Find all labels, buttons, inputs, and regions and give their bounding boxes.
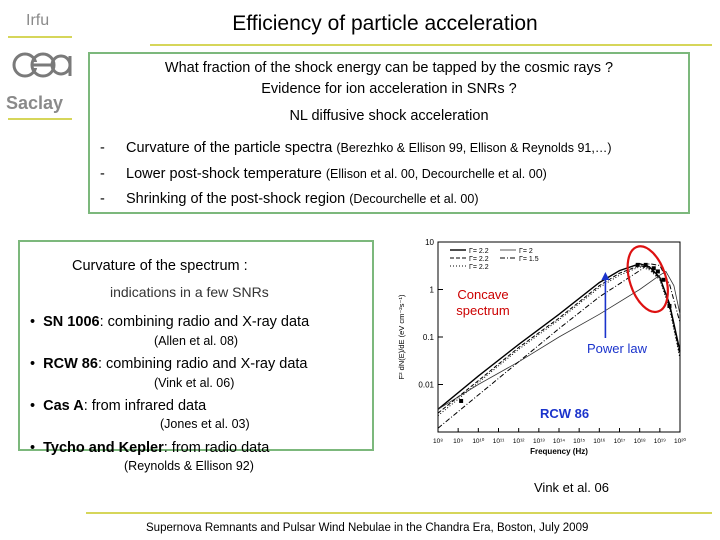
bullet-name: Tycho and Kepler <box>43 440 164 456</box>
arrow-head-icon <box>601 272 610 280</box>
bullet-text: : combining radio and X-ray data <box>99 314 310 330</box>
footer-divider <box>86 512 712 514</box>
bullet-marker: • <box>30 314 36 330</box>
spectrum-chart: 10 1 0.1 0.01 10⁸ 10⁹ 10¹⁰ 10¹¹ 10¹² 10¹³ 10¹⁴ 10¹⁵… <box>397 238 686 456</box>
data-point <box>667 303 672 308</box>
legend-label: Γ= 2.2 <box>469 256 489 263</box>
item-reference: (Decourchelle et al. 00) <box>349 192 479 206</box>
legend-label: Γ= 2.2 <box>469 248 489 255</box>
bullet-citation: (Jones et al. 03) <box>160 417 250 431</box>
bullet-text: : from infrared data <box>83 398 207 414</box>
snr-indications-box <box>18 240 374 451</box>
x-tick-label: 10²⁰ <box>674 437 686 445</box>
intro-box: What fraction of the shock energy can be… <box>88 52 690 214</box>
x-tick-label: 10¹⁴ <box>553 438 565 445</box>
x-tick-label: 10¹⁵ <box>573 438 585 445</box>
bullet-citation: (Reynolds & Ellison 92) <box>124 459 254 473</box>
bullet-citation: (Vink et al. 06) <box>154 376 235 390</box>
series-line <box>437 266 681 417</box>
y-tick-label: 0.1 <box>423 333 435 342</box>
bullet-name: Cas A <box>43 398 84 414</box>
y-tick-label: 1 <box>430 286 435 295</box>
highlight-ellipse <box>626 245 669 314</box>
list-item: - Lower post-shock temperature (Ellison e… <box>100 166 547 182</box>
legend-label: Γ= 2 <box>519 248 533 255</box>
x-tick-label: 10¹⁶ <box>593 438 605 445</box>
dash-marker: - <box>100 140 105 156</box>
section-subheading: indications in a few SNRs <box>110 284 269 300</box>
data-point <box>655 269 660 274</box>
item-text: Shrinking of the post-shock region <box>126 191 350 207</box>
saclay-logo-text: Saclay <box>6 93 64 113</box>
list-item: - Shrinking of the post-shock region (Dec… <box>100 191 479 207</box>
irfu-logo-text: Irfu <box>26 12 50 29</box>
x-tick-label: 10¹³ <box>533 438 545 445</box>
x-tick-label: 10¹¹ <box>493 438 505 445</box>
dash-marker: - <box>100 191 105 207</box>
series-line <box>437 264 681 414</box>
x-tick-label: 10⁹ <box>453 438 463 445</box>
data-point <box>651 266 656 271</box>
series-line <box>437 262 681 410</box>
evidence-text: Evidence for ion acceleration in SNRs ? <box>261 81 517 97</box>
slide-title: Efficiency of particle acceleration <box>232 12 538 35</box>
question-text: What fraction of the shock energy can be… <box>164 60 614 76</box>
item-text: Curvature of the particle spectra <box>126 140 337 156</box>
title-divider <box>150 44 712 46</box>
series-line <box>437 263 681 429</box>
rcw86-annotation: RCW 86 <box>540 406 590 421</box>
footer-text: Supernova Remnants and Pulsar Wind Nebul… <box>146 522 589 534</box>
data-point <box>661 277 666 282</box>
bullet-item: • Cas A: from infrared data <box>30 398 206 414</box>
x-tick-label: 10¹⁹ <box>654 438 666 445</box>
box-heading: NL diffusive shock acceleration <box>289 108 489 124</box>
y-tick-label: 0.01 <box>418 381 434 390</box>
logo-divider <box>8 36 72 38</box>
bullet-name: RCW 86 <box>43 356 98 372</box>
x-tick-label: 10¹⁸ <box>634 438 646 445</box>
chart-citation: Vink et al. 06 <box>534 480 609 495</box>
list-item: - Curvature of the particle spectra (Bere… <box>100 140 612 156</box>
data-point <box>459 398 464 403</box>
x-tick-label: 10¹⁷ <box>614 438 626 445</box>
item-reference: (Ellison et al. 00, Decourchelle et al. … <box>325 167 547 181</box>
bullet-marker: • <box>30 440 36 456</box>
series-line <box>437 270 681 410</box>
data-point <box>635 262 640 267</box>
dash-marker: - <box>100 166 105 182</box>
legend-label: Γ= 1.5 <box>519 256 539 263</box>
section-heading: Curvature of the spectrum : <box>72 258 248 274</box>
y-tick-label: 10 <box>425 238 434 247</box>
bullet-citation: (Allen et al. 08) <box>154 334 239 348</box>
bullet-item: • Tycho and Kepler: from radio data <box>30 440 269 456</box>
bullet-text: : from radio data <box>163 440 270 456</box>
bullet-name: SN 1006 <box>43 314 100 330</box>
concave-annotation: Concave spectrum <box>456 287 510 318</box>
item-text: Lower post-shock temperature <box>126 166 326 182</box>
x-tick-label: 10¹⁰ <box>472 437 484 445</box>
y-axis-label: F² dN(E)/dE (eV cm⁻²s⁻¹) <box>397 294 406 380</box>
data-point <box>643 262 648 267</box>
power-law-annotation: Power law <box>587 341 647 356</box>
item-reference: (Berezhko & Ellison 99, Ellison & Reynol… <box>336 141 612 155</box>
logo-divider <box>8 118 72 120</box>
bullet-marker: • <box>30 398 36 414</box>
bullet-item: • SN 1006: combining radio and X-ray dat… <box>30 314 309 330</box>
bullet-text: : combining radio and X-ray data <box>97 356 308 372</box>
legend-label: Γ= 2.2 <box>469 264 489 271</box>
bullet-marker: • <box>30 356 36 372</box>
x-tick-label: 10⁸ <box>433 438 443 445</box>
x-tick-label: 10¹² <box>513 438 525 445</box>
x-axis-label: Frequency (Hz) <box>530 447 588 456</box>
cea-logo-icon <box>12 52 72 78</box>
bullet-item: • RCW 86: combining radio and X-ray data <box>30 356 308 372</box>
